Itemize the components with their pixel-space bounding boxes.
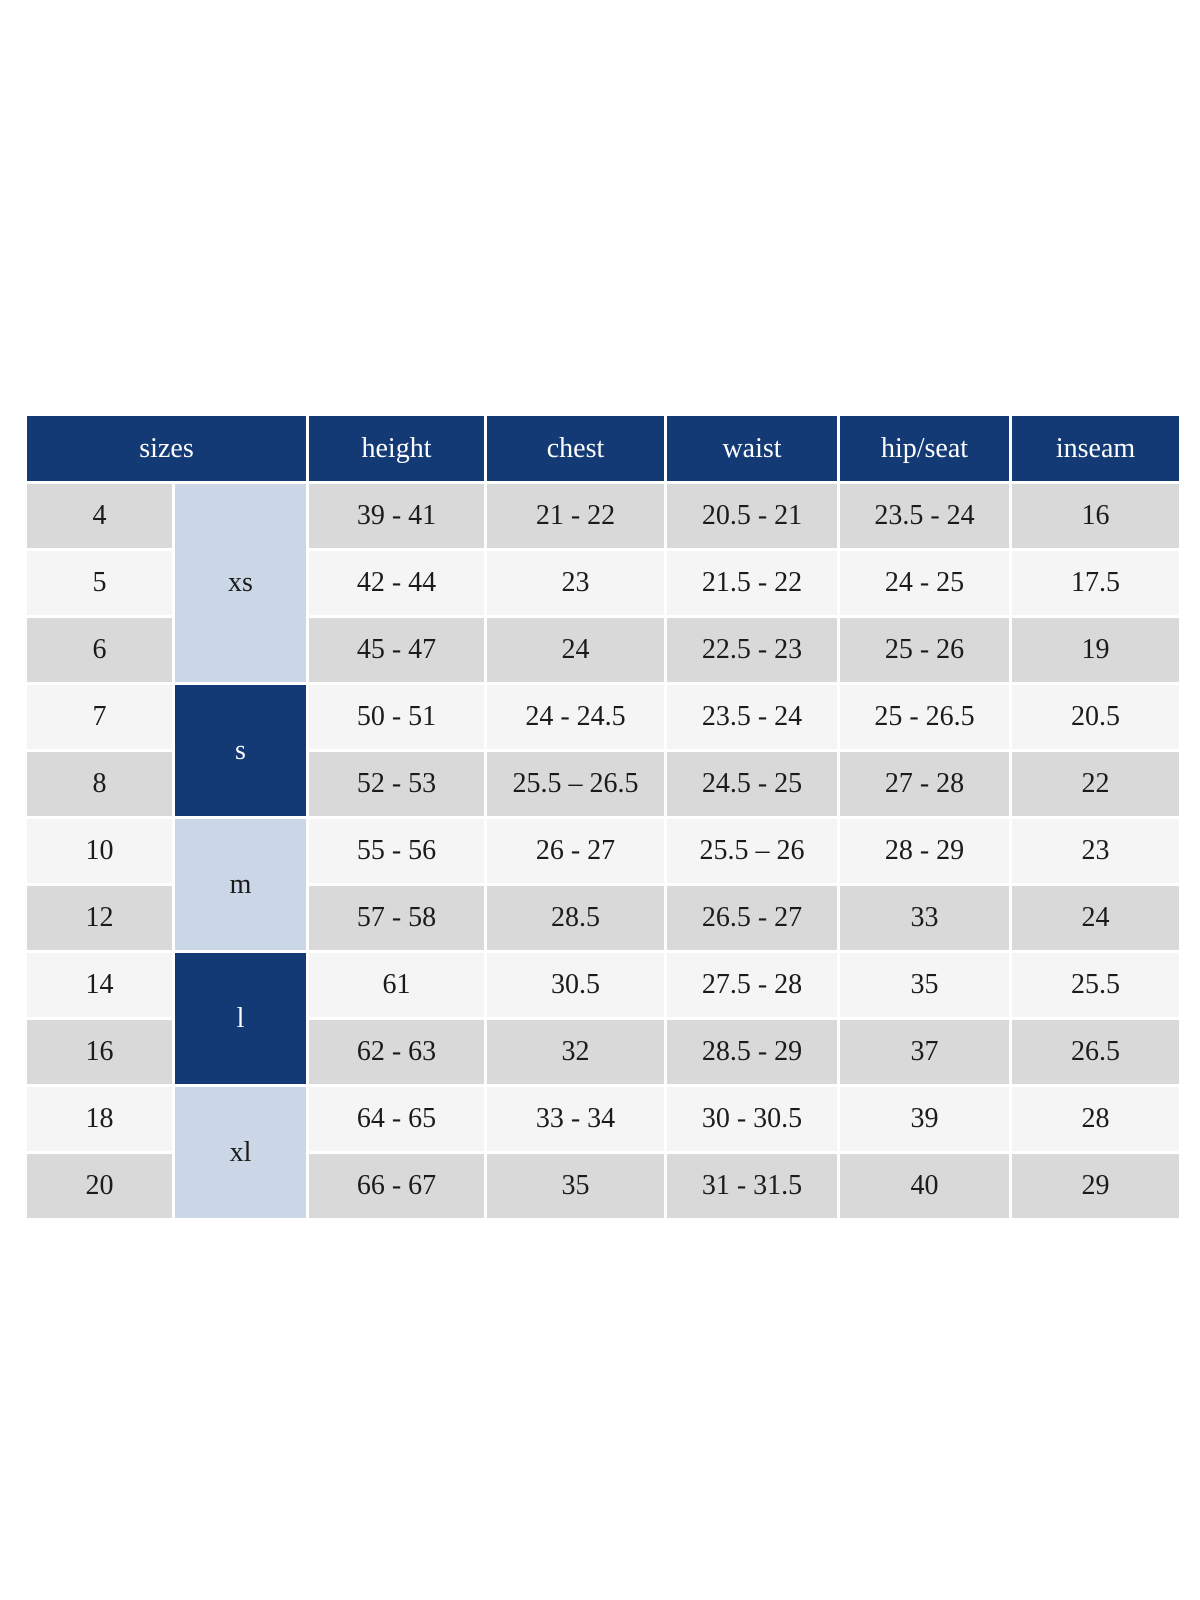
size-cell: 6: [24, 615, 175, 685]
size-cell: 14: [24, 950, 175, 1020]
inseam-cell: 24: [1009, 883, 1182, 953]
inseam-cell: 23: [1009, 816, 1182, 886]
chest-cell: 33 - 34: [484, 1084, 667, 1154]
chest-cell: 24 - 24.5: [484, 682, 667, 752]
hip-seat-cell: 28 - 29: [837, 816, 1012, 886]
waist-cell: 20.5 - 21: [664, 481, 840, 551]
hip-seat-cell: 27 - 28: [837, 749, 1012, 819]
column-header-hip-seat: hip/seat: [837, 413, 1012, 484]
size-cell: 10: [24, 816, 175, 886]
chest-cell: 30.5: [484, 950, 667, 1020]
hip-seat-cell: 23.5 - 24: [837, 481, 1012, 551]
table-row-size-20: 20 66 - 67 35 31 - 31.5 40 29: [24, 1151, 1182, 1221]
header-row: sizes height chest waist hip/seat inseam: [24, 413, 1182, 484]
height-cell: 45 - 47: [306, 615, 487, 685]
chest-cell: 21 - 22: [484, 481, 667, 551]
table-row-size-7: 7 s 50 - 51 24 - 24.5 23.5 - 24 25 - 26.…: [24, 682, 1182, 819]
inseam-cell: 19: [1009, 615, 1182, 685]
waist-cell: 30 - 30.5: [664, 1084, 840, 1154]
chest-cell: 28.5: [484, 883, 667, 953]
inseam-cell: 20.5: [1009, 682, 1182, 752]
size-cell: 5: [24, 548, 175, 618]
chest-cell: 24: [484, 615, 667, 685]
height-cell: 55 - 56: [306, 816, 487, 886]
inseam-cell: 16: [1009, 481, 1182, 551]
chest-cell: 23: [484, 548, 667, 618]
size-group-cell-l: l: [172, 950, 309, 1087]
size-cell: 12: [24, 883, 175, 953]
waist-cell: 25.5 – 26: [664, 816, 840, 886]
waist-cell: 31 - 31.5: [664, 1151, 840, 1221]
column-header-sizes: sizes: [24, 413, 309, 484]
column-header-waist: waist: [664, 413, 840, 484]
waist-cell: 21.5 - 22: [664, 548, 840, 618]
height-cell: 39 - 41: [306, 481, 487, 551]
size-chart-table: sizes height chest waist hip/seat inseam…: [24, 413, 1182, 1221]
table-row-size-14: 14 l 61 30.5 27.5 - 28 35 25.5: [24, 950, 1182, 1087]
chest-cell: 25.5 – 26.5: [484, 749, 667, 819]
waist-cell: 24.5 - 25: [664, 749, 840, 819]
table-row-size-8: 8 52 - 53 25.5 – 26.5 24.5 - 25 27 - 28 …: [24, 749, 1182, 819]
size-cell: 18: [24, 1084, 175, 1154]
inseam-cell: 25.5: [1009, 950, 1182, 1020]
size-cell: 20: [24, 1151, 175, 1221]
hip-seat-cell: 24 - 25: [837, 548, 1012, 618]
hip-seat-cell: 37: [837, 1017, 1012, 1087]
size-cell: 16: [24, 1017, 175, 1087]
waist-cell: 27.5 - 28: [664, 950, 840, 1020]
height-cell: 50 - 51: [306, 682, 487, 752]
inseam-cell: 28: [1009, 1084, 1182, 1154]
hip-seat-cell: 40: [837, 1151, 1012, 1221]
height-cell: 62 - 63: [306, 1017, 487, 1087]
table-row-size-6: 6 45 - 47 24 22.5 - 23 25 - 26 19: [24, 615, 1182, 685]
hip-seat-cell: 35: [837, 950, 1012, 1020]
column-header-chest: chest: [484, 413, 667, 484]
waist-cell: 22.5 - 23: [664, 615, 840, 685]
waist-cell: 26.5 - 27: [664, 883, 840, 953]
size-cell: 4: [24, 481, 175, 551]
chest-cell: 32: [484, 1017, 667, 1087]
size-group-cell-xs: xs: [172, 481, 309, 685]
inseam-cell: 26.5: [1009, 1017, 1182, 1087]
table-row-size-18: 18 xl 64 - 65 33 - 34 30 - 30.5 39 28: [24, 1084, 1182, 1221]
table-row-size-12: 12 57 - 58 28.5 26.5 - 27 33 24: [24, 883, 1182, 953]
waist-cell: 28.5 - 29: [664, 1017, 840, 1087]
size-group-cell-s: s: [172, 682, 309, 819]
hip-seat-cell: 25 - 26.5: [837, 682, 1012, 752]
size-group-cell-m: m: [172, 816, 309, 953]
size-cell: 8: [24, 749, 175, 819]
table-row-size-4: 4 xs 39 - 41 21 - 22 20.5 - 21 23.5 - 24…: [24, 481, 1182, 685]
waist-cell: 23.5 - 24: [664, 682, 840, 752]
inseam-cell: 29: [1009, 1151, 1182, 1221]
table-row-size-10: 10 m 55 - 56 26 - 27 25.5 – 26 28 - 29 2…: [24, 816, 1182, 953]
table-row-size-16: 16 62 - 63 32 28.5 - 29 37 26.5: [24, 1017, 1182, 1087]
height-cell: 66 - 67: [306, 1151, 487, 1221]
height-cell: 42 - 44: [306, 548, 487, 618]
chest-cell: 26 - 27: [484, 816, 667, 886]
hip-seat-cell: 39: [837, 1084, 1012, 1154]
column-header-inseam: inseam: [1009, 413, 1182, 484]
height-cell: 52 - 53: [306, 749, 487, 819]
column-header-height: height: [306, 413, 487, 484]
size-cell: 7: [24, 682, 175, 752]
chest-cell: 35: [484, 1151, 667, 1221]
inseam-cell: 17.5: [1009, 548, 1182, 618]
height-cell: 57 - 58: [306, 883, 487, 953]
height-cell: 61: [306, 950, 487, 1020]
size-group-cell-xl: xl: [172, 1084, 309, 1221]
inseam-cell: 22: [1009, 749, 1182, 819]
hip-seat-cell: 33: [837, 883, 1012, 953]
table-row-size-5: 5 42 - 44 23 21.5 - 22 24 - 25 17.5: [24, 548, 1182, 618]
height-cell: 64 - 65: [306, 1084, 487, 1154]
hip-seat-cell: 25 - 26: [837, 615, 1012, 685]
